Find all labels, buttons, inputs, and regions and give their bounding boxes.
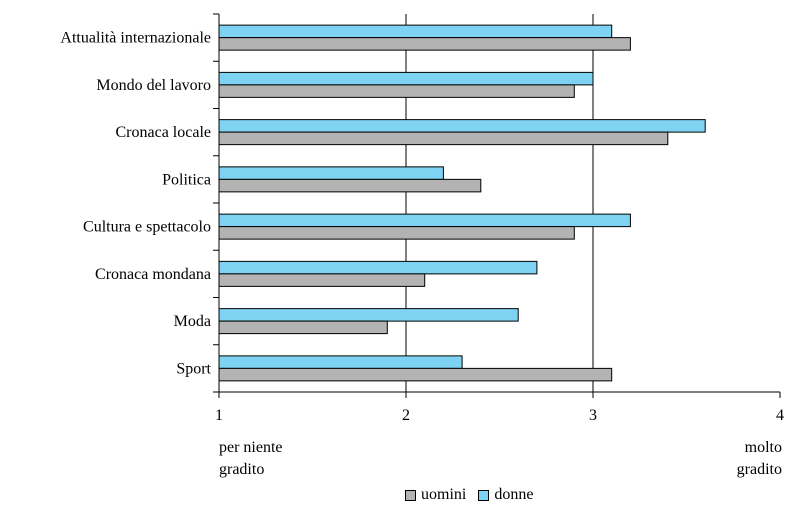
bar-donne-7 [218,308,519,322]
category-labels: Attualità internazionale Mondo del lavoro… [60,30,211,378]
bar-donne-8 [218,355,463,369]
bar-uomini-8 [218,367,613,382]
axes [213,13,781,398]
category-label-4: Politica [162,171,211,188]
scale-max-label-line1: molto [744,439,782,456]
bar-uomini-1 [218,37,631,51]
category-label-7: Moda [174,313,211,330]
category-label-8: Sport [176,360,211,377]
bar-uomini-3 [218,131,669,146]
scale-min-label-line2: gradito [219,461,265,478]
bar-uomini-7 [218,320,388,335]
scale-max-label-line2: gradito [736,461,782,478]
scale-max-label: molto gradito [737,437,782,481]
legend: uomini donne [405,486,539,504]
x-tick-label-2: 2 [402,407,410,424]
x-tick-label-3: 3 [589,407,597,424]
category-label-6: Cronaca mondana [95,266,211,283]
bar-donne-2 [218,71,594,86]
gridlines [405,14,594,392]
category-label-2: Mondo del lavoro [96,77,211,94]
legend-label-uomini: uomini [421,486,467,503]
scale-min-label-line1: per niente [219,439,283,456]
category-label-1: Attualità internazionale [60,30,211,47]
legend-item-uomini: uomini [405,486,466,504]
legend-swatch-uomini [405,489,416,501]
legend-swatch-donne [478,489,490,501]
category-label-5: Cultura e spettacolo [83,219,211,236]
bars [218,24,706,382]
bar-donne-3 [218,119,706,133]
bar-donne-4 [218,166,444,180]
tick-labels: 1 2 3 4 [215,407,784,424]
legend-label-donne: donne [494,486,534,503]
category-label-3: Cronaca locale [116,124,212,141]
scale-min-label: per niente gradito [219,437,283,481]
bar-donne-6 [218,260,538,275]
bar-uomini-5 [218,226,575,240]
bar-uomini-2 [218,84,575,98]
legend-item-donne: donne [478,486,533,504]
x-tick-label-4: 4 [776,407,784,424]
bar-uomini-4 [218,178,482,193]
x-tick-label-1: 1 [215,407,223,424]
bar-donne-5 [218,213,631,228]
bar-uomini-6 [218,273,426,287]
bar-donne-1 [218,24,613,39]
